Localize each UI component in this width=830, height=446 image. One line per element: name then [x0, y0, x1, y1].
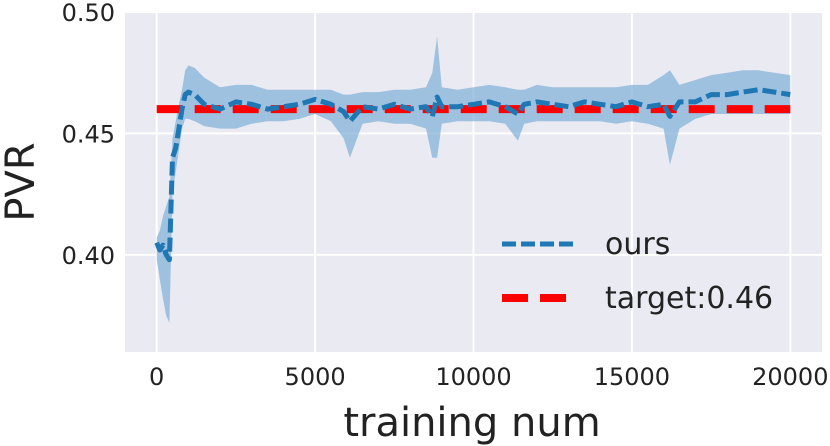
x-tick-labels: 0 5000 10000 15000 20000 — [149, 363, 828, 391]
x-tick-label: 20000 — [752, 363, 828, 391]
x-axis-label: training num — [343, 400, 600, 446]
x-tick-label: 10000 — [435, 363, 511, 391]
legend-label-ours: ours — [605, 227, 670, 262]
legend-label-target: target:0.46 — [605, 281, 773, 316]
y-grid — [125, 11, 822, 256]
y-tick-label: 0.45 — [62, 120, 115, 148]
y-tick-label: 0.40 — [62, 242, 115, 270]
x-tick-label: 15000 — [594, 363, 670, 391]
ours-line — [154, 87, 791, 263]
x-grid — [155, 12, 792, 352]
x-tick-label: 0 — [149, 363, 164, 391]
y-tick-labels: 0.40 0.45 0.50 — [62, 0, 115, 270]
y-axis-label: PVR — [0, 142, 44, 221]
legend: ours target:0.46 — [502, 227, 773, 316]
x-tick-label: 5000 — [285, 363, 346, 391]
y-tick-label: 0.50 — [62, 0, 115, 27]
